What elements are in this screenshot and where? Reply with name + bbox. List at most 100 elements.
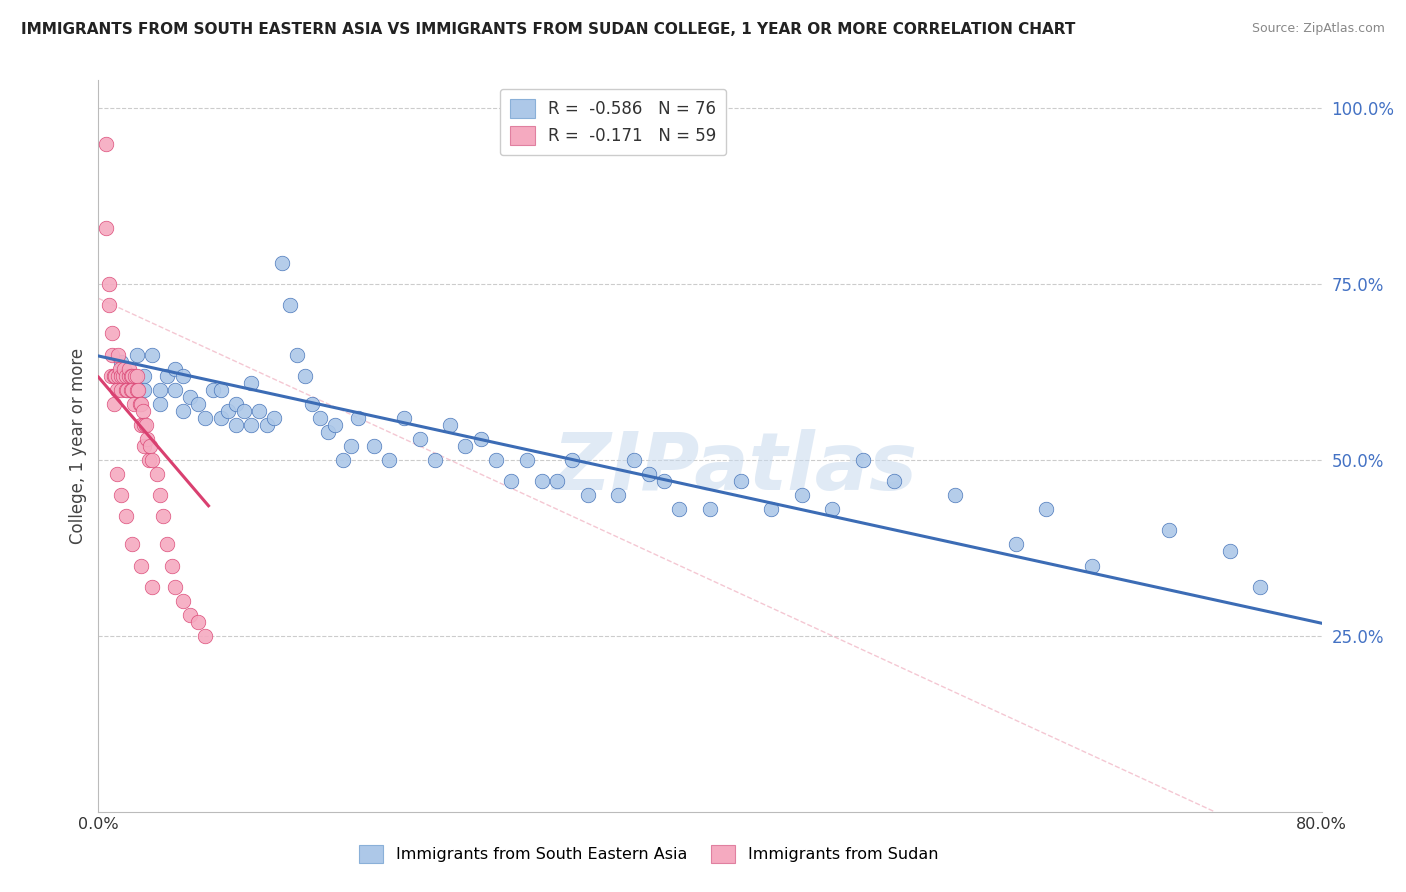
Point [516,453,538,467]
Point [118,383,141,397]
Text: ZIPatlas: ZIPatlas [553,429,917,507]
Point [309,410,332,425]
Point [240,417,263,432]
Point [217,404,239,418]
Point [122,397,145,411]
Point [363,439,385,453]
Point [1157,524,1180,538]
Point [270,256,292,270]
Point [699,502,721,516]
Point [759,502,782,516]
Point [100,368,122,383]
Point [172,404,194,418]
Point [392,410,416,425]
Point [156,368,179,383]
Point [118,361,141,376]
Point [125,348,148,362]
Point [107,348,129,362]
Point [668,502,690,516]
Point [139,439,162,453]
Point [141,453,163,467]
Point [112,361,135,376]
Point [1219,544,1241,558]
Point [408,432,430,446]
Point [152,509,174,524]
Point [110,368,132,383]
Point [179,607,201,622]
Point [134,417,156,432]
Point [129,417,152,432]
Point [98,277,121,292]
Point [637,467,661,482]
Point [316,425,339,439]
Point [1081,558,1104,573]
Point [121,368,143,383]
Y-axis label: College, 1 year or more: College, 1 year or more [69,348,87,544]
Point [145,467,167,482]
Point [127,383,149,397]
Point [423,453,446,467]
Point [652,474,675,488]
Legend: Immigrants from South Eastern Asia, Immigrants from Sudan: Immigrants from South Eastern Asia, Immi… [353,838,945,870]
Point [172,593,194,607]
Point [104,368,127,383]
Point [247,404,270,418]
Point [225,397,247,411]
Point [202,383,225,397]
Point [149,488,172,502]
Point [129,558,152,573]
Point [172,368,194,383]
Point [301,397,323,411]
Point [179,390,201,404]
Point [285,348,308,362]
Point [141,580,163,594]
Point [347,410,370,425]
Point [121,383,143,397]
Point [530,474,553,488]
Point [187,397,209,411]
Point [821,502,844,516]
Point [134,368,156,383]
Point [103,397,125,411]
Point [546,474,568,488]
Point [156,537,179,551]
Point [124,368,146,383]
Point [209,383,232,397]
Point [852,453,875,467]
Point [135,417,157,432]
Point [94,221,117,235]
Point [125,383,148,397]
Point [454,439,477,453]
Point [128,397,150,411]
Point [134,439,156,453]
Point [439,417,461,432]
Point [115,368,138,383]
Point [294,368,316,383]
Text: IMMIGRANTS FROM SOUTH EASTERN ASIA VS IMMIGRANTS FROM SUDAN COLLEGE, 1 YEAR OR M: IMMIGRANTS FROM SOUTH EASTERN ASIA VS IM… [21,22,1076,37]
Point [209,410,232,425]
Point [129,397,152,411]
Point [132,404,155,418]
Point [105,467,128,482]
Point [163,361,186,376]
Point [101,348,124,362]
Point [118,368,141,383]
Point [138,453,160,467]
Point [110,383,132,397]
Point [232,404,254,418]
Point [194,410,217,425]
Point [576,488,599,502]
Point [485,453,508,467]
Point [94,136,117,151]
Point [149,397,172,411]
Point [121,537,143,551]
Point [883,474,905,488]
Point [163,580,186,594]
Point [98,298,121,312]
Point [163,383,186,397]
Point [470,432,492,446]
Point [278,298,301,312]
Point [325,417,347,432]
Point [730,474,752,488]
Text: Source: ZipAtlas.com: Source: ZipAtlas.com [1251,22,1385,36]
